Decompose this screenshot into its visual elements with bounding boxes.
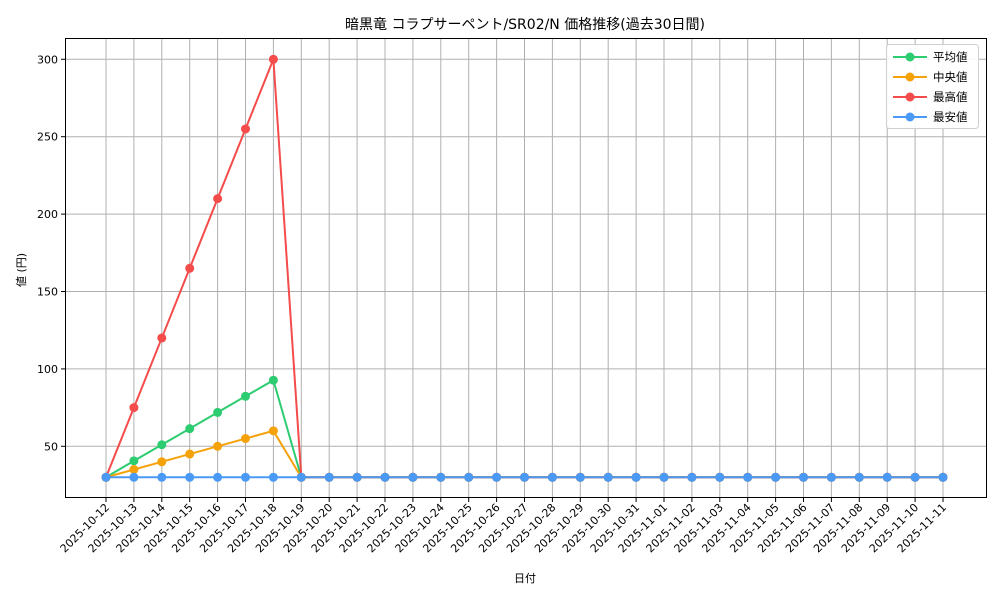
y-tick-label: 200 bbox=[37, 208, 58, 221]
y-tick-label: 100 bbox=[37, 363, 58, 376]
chart-title: 暗黒竜 コラプサーペント/SR02/N 価格推移(過去30日間) bbox=[345, 16, 705, 33]
series-line bbox=[101, 472, 948, 482]
plot-frame bbox=[65, 38, 987, 498]
x-axis-label: 日付 bbox=[514, 572, 536, 585]
y-tick-label: 150 bbox=[37, 286, 58, 299]
legend-label: 平均値 bbox=[933, 50, 968, 64]
legend-label: 中央値 bbox=[933, 70, 968, 84]
y-tick-label: 300 bbox=[37, 53, 58, 66]
y-tick-label: 50 bbox=[44, 440, 58, 453]
y-axis-ticks: 50 100 150 200 250 300 bbox=[37, 53, 66, 453]
x-axis-ticks: 2025-10-122025-10-132025-10-142025-10-15… bbox=[58, 497, 949, 555]
y-axis-label: 値 (円) bbox=[15, 253, 28, 287]
legend-label: 最高値 bbox=[933, 90, 968, 104]
grid-lines bbox=[65, 38, 986, 498]
data-series bbox=[101, 54, 948, 482]
legend-label: 最安値 bbox=[933, 110, 968, 124]
y-tick-label: 250 bbox=[37, 131, 58, 144]
